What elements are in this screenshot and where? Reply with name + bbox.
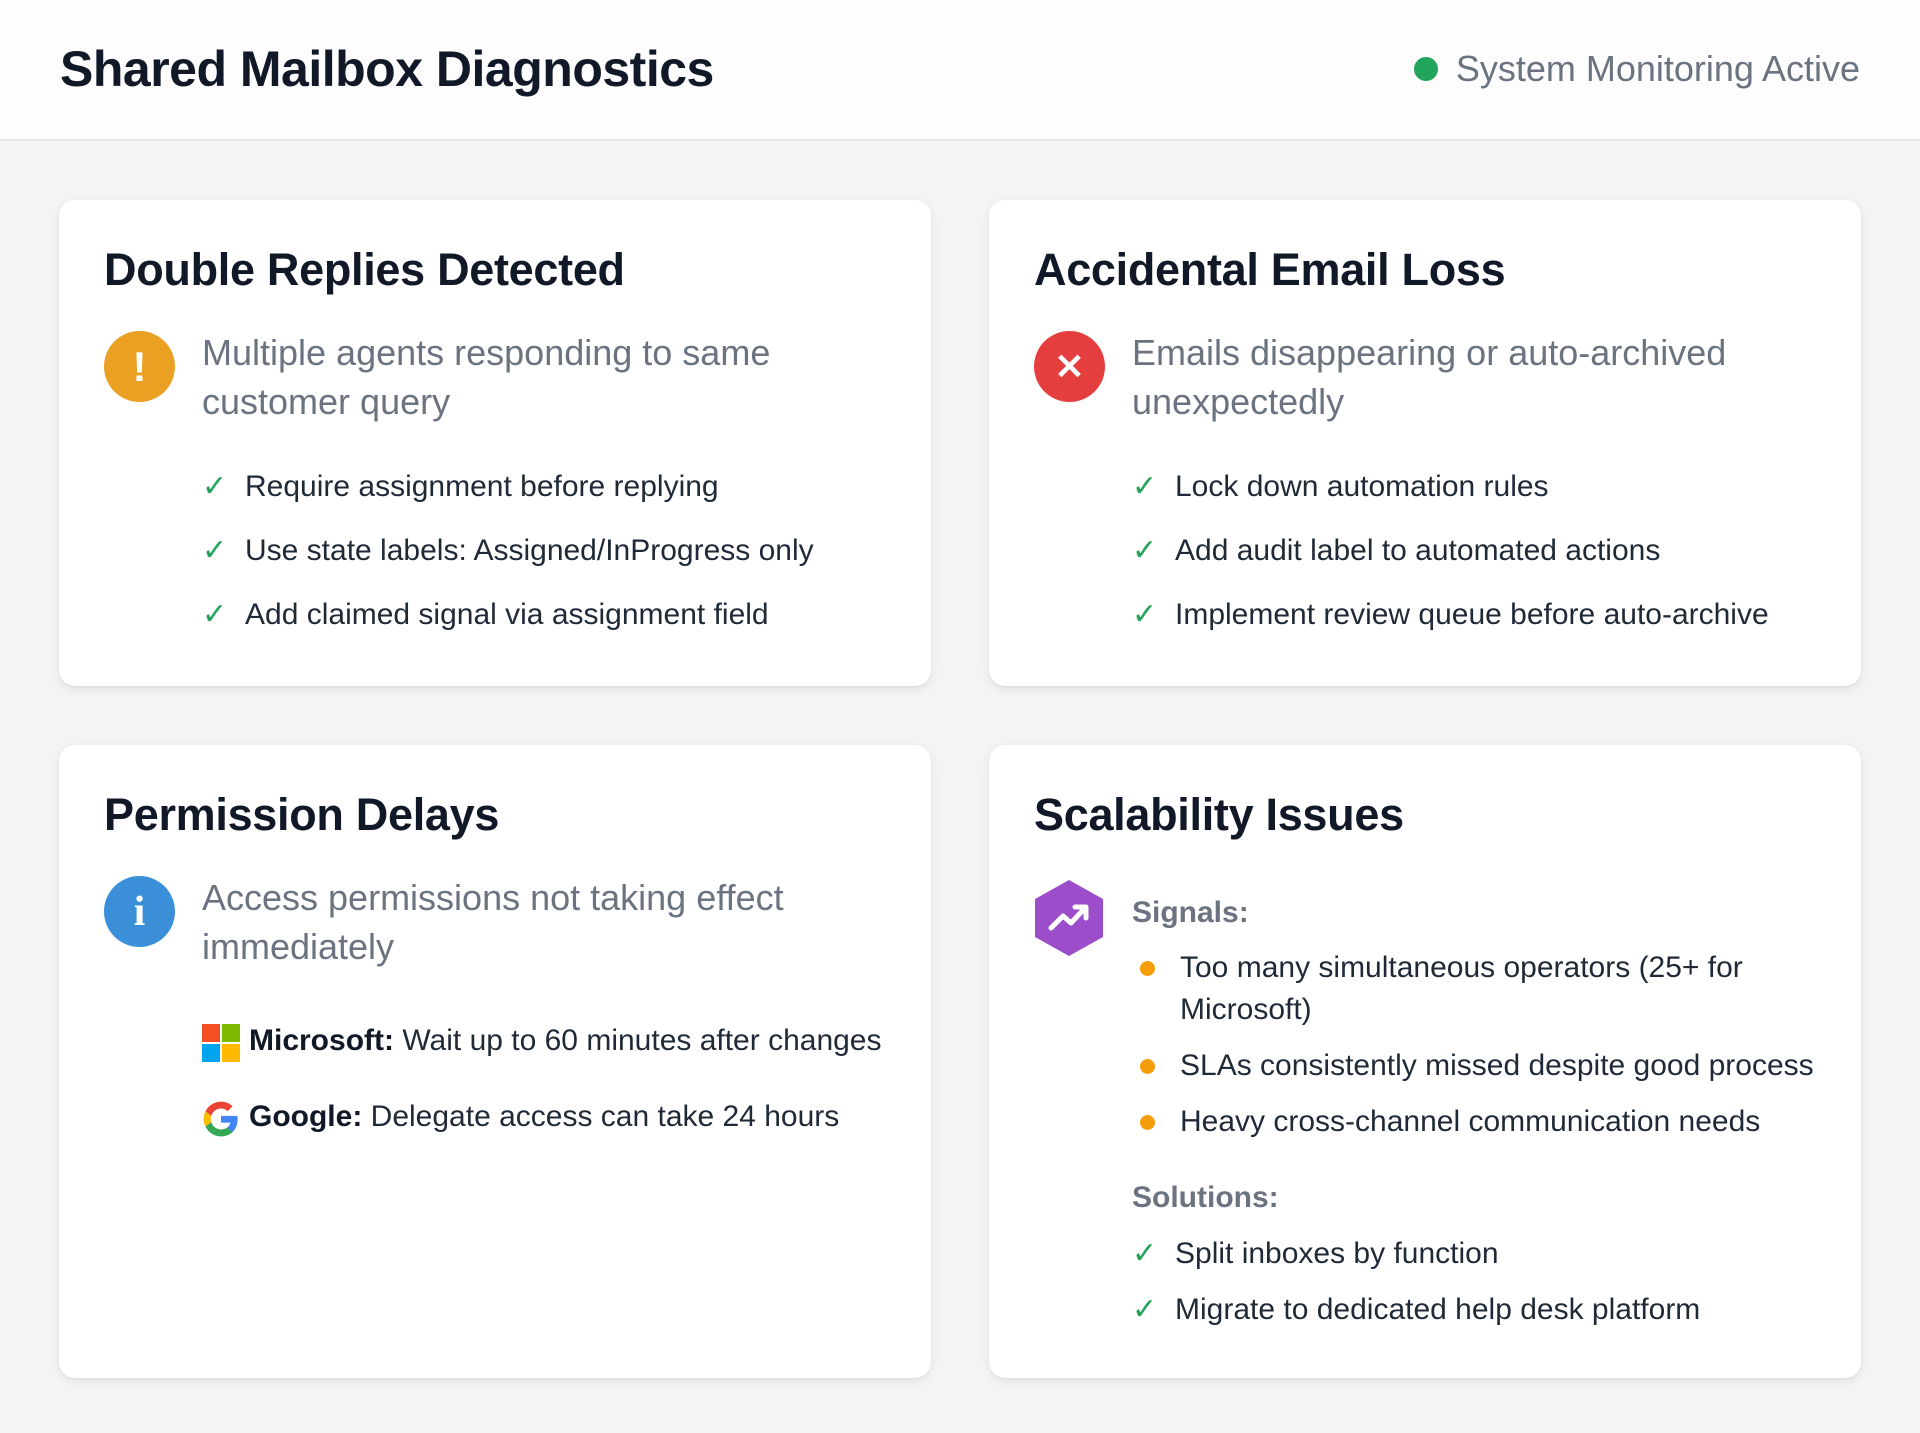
- item-text: Heavy cross-channel communication needs: [1180, 1105, 1761, 1138]
- item-text: Implement review queue before auto-archi…: [1175, 598, 1769, 631]
- status-dot-icon: [1413, 57, 1438, 81]
- item-text: Lock down automation rules: [1175, 470, 1549, 503]
- status-text: System Monitoring Active: [1455, 48, 1860, 89]
- bullet-icon: [1140, 1115, 1155, 1130]
- bullet-icon: [1140, 961, 1155, 976]
- card-email-loss: Accidental Email Loss ✕ Emails disappear…: [989, 200, 1861, 686]
- card-description: Emails disappearing or auto-archived une…: [1132, 332, 1727, 422]
- page-title: Shared Mailbox Diagnostics: [60, 41, 714, 97]
- check-icon: ✓: [1132, 1293, 1158, 1326]
- check-icon: ✓: [1132, 534, 1158, 567]
- provider-name: Microsoft:: [249, 1024, 394, 1057]
- warning-icon: !: [104, 331, 175, 402]
- trending-up-icon: [1035, 880, 1103, 961]
- signals-list: Too many simultaneous operators (25+ for…: [1132, 947, 1832, 1143]
- provider-text: Wait up to 60 minutes after changes: [402, 1024, 882, 1057]
- signals-label: Signals:: [1132, 896, 1249, 929]
- item-text: Too many simultaneous operators (25+ for…: [1180, 951, 1743, 1026]
- list-item: ✓ Require assignment before replying: [202, 466, 814, 508]
- solution-list: ✓ Lock down automation rules ✓ Add audit l…: [1132, 466, 1769, 658]
- provider-list: Microsoft: Wait up to 60 minutes after c…: [202, 1020, 902, 1150]
- card-title: Scalability Issues: [1034, 789, 1404, 840]
- provider-text: Delegate access can take 24 hours: [370, 1100, 840, 1133]
- list-item: Too many simultaneous operators (25+ for…: [1132, 947, 1832, 1031]
- card-description: Access permissions not taking effect imm…: [202, 877, 784, 967]
- card-double-replies: Double Replies Detected ! Multiple agent…: [59, 200, 931, 686]
- list-item-microsoft: Microsoft: Wait up to 60 minutes after c…: [202, 1020, 902, 1074]
- list-item-google: Google: Delegate access can take 24 hour…: [202, 1096, 902, 1150]
- item-text: Add audit label to automated actions: [1175, 534, 1661, 567]
- solutions-list: ✓ Split inboxes by function ✓ Migrate to d…: [1132, 1233, 1700, 1353]
- item-text: Google: Delegate access can take 24 hour…: [249, 1096, 839, 1138]
- card-scalability: Scalability Issues Signals: Too many sim…: [989, 745, 1861, 1378]
- error-icon: ✕: [1034, 331, 1105, 402]
- microsoft-logo-icon: [202, 1020, 249, 1074]
- item-text: Migrate to dedicated help desk platform: [1175, 1293, 1701, 1326]
- info-icon: i: [104, 876, 175, 947]
- check-icon: ✓: [202, 534, 228, 567]
- bullet-icon: [1140, 1059, 1155, 1074]
- list-item: ✓ Add claimed signal via assignment field: [202, 594, 814, 636]
- solutions-label: Solutions:: [1132, 1181, 1279, 1214]
- check-icon: ✓: [1132, 470, 1158, 503]
- item-text: Add claimed signal via assignment field: [245, 598, 769, 631]
- card-description: Multiple agents responding to same custo…: [202, 332, 771, 422]
- list-item: ✓ Use state labels: Assigned/InProgress o…: [202, 530, 814, 572]
- monitoring-status: System Monitoring Active: [1413, 48, 1860, 90]
- check-icon: ✓: [1132, 1237, 1158, 1270]
- card-title: Accidental Email Loss: [1034, 244, 1506, 295]
- list-item: SLAs consistently missed despite good pr…: [1132, 1045, 1832, 1087]
- list-item: ✓ Split inboxes by function: [1132, 1233, 1700, 1275]
- google-logo-icon: [202, 1096, 249, 1150]
- list-item: ✓ Migrate to dedicated help desk platform: [1132, 1289, 1700, 1331]
- item-text: Microsoft: Wait up to 60 minutes after c…: [249, 1020, 882, 1062]
- list-item: ✓ Implement review queue before auto-arch…: [1132, 594, 1769, 636]
- header: Shared Mailbox Diagnostics System Monito…: [0, 0, 1920, 141]
- item-text: SLAs consistently missed despite good pr…: [1180, 1049, 1814, 1082]
- list-item: ✓ Lock down automation rules: [1132, 466, 1769, 508]
- solution-list: ✓ Require assignment before replying ✓ Use…: [202, 466, 814, 658]
- list-item: Heavy cross-channel communication needs: [1132, 1101, 1832, 1143]
- card-title: Double Replies Detected: [104, 244, 625, 295]
- item-text: Use state labels: Assigned/InProgress on…: [245, 534, 814, 567]
- card-permission-delays: Permission Delays i Access permissions n…: [59, 745, 931, 1378]
- card-title: Permission Delays: [104, 789, 500, 840]
- check-icon: ✓: [1132, 598, 1158, 631]
- item-text: Split inboxes by function: [1175, 1237, 1499, 1270]
- provider-name: Google:: [249, 1100, 363, 1133]
- item-text: Require assignment before replying: [245, 470, 719, 503]
- check-icon: ✓: [202, 470, 228, 503]
- check-icon: ✓: [202, 598, 228, 631]
- list-item: ✓ Add audit label to automated actions: [1132, 530, 1769, 572]
